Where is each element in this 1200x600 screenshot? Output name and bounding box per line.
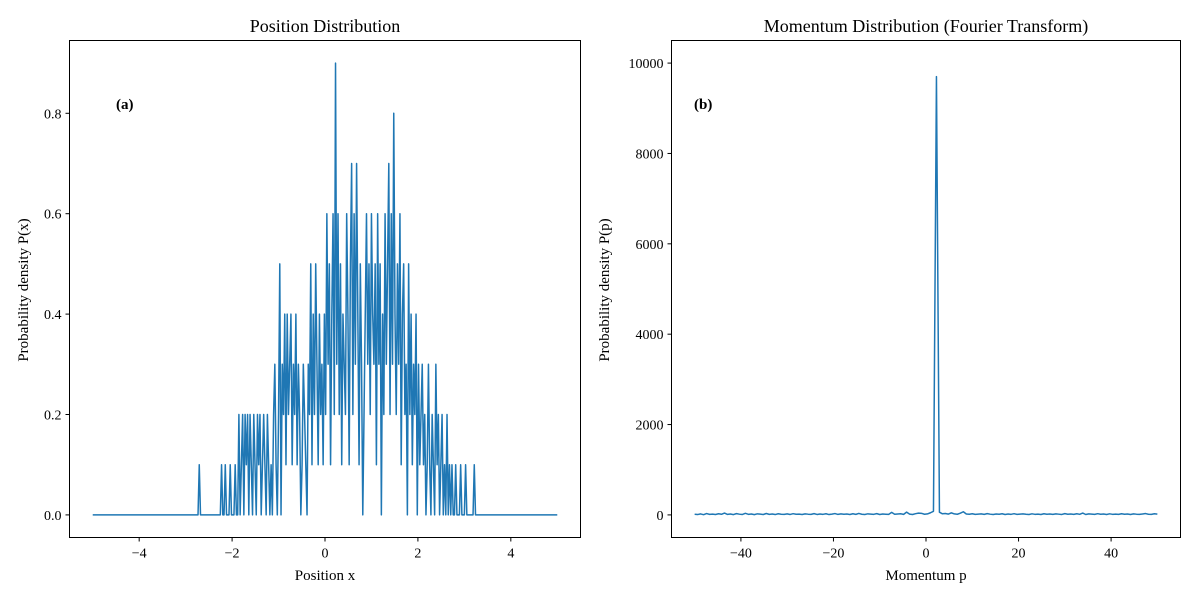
y-tick-label: 2000 [636, 419, 664, 434]
y-tick-label: 4000 [636, 328, 664, 343]
axis-ticks-position: −4 −2 0 2 4 0.0 0.2 0.4 0.6 0.8 [44, 107, 514, 561]
x-tick-label: 0 [923, 547, 930, 562]
x-tick-label: 2 [414, 547, 421, 562]
y-tick-label: 0 [657, 509, 664, 524]
chart-title-momentum: Momentum Distribution (Fourier Transform… [764, 16, 1089, 37]
y-tick-label: 6000 [636, 238, 664, 253]
panel-label-b: (b) [694, 97, 712, 113]
y-tick-label: 0.6 [44, 208, 62, 223]
y-tick-label: 0.8 [44, 107, 62, 122]
x-axis-label-momentum: Momentum p [885, 568, 966, 584]
series-line-momentum [694, 75, 1158, 516]
x-tick-label: 20 [1012, 547, 1026, 562]
panel-label-a: (a) [116, 97, 134, 113]
y-tick-label: 0.0 [44, 509, 62, 524]
axes-frame-position [69, 40, 581, 538]
series-line-position [92, 62, 558, 516]
y-tick-label: 0.4 [44, 308, 62, 323]
position-chart: Position Distribution Position x Probabi… [16, 16, 581, 584]
x-axis-label-position: Position x [295, 568, 356, 584]
x-tick-label: 4 [507, 547, 514, 562]
y-tick-label: 8000 [636, 147, 664, 162]
x-tick-label: 0 [322, 547, 329, 562]
x-tick-label: −20 [823, 547, 845, 562]
x-tick-label: −2 [225, 547, 240, 562]
momentum-chart: Momentum Distribution (Fourier Transform… [597, 16, 1181, 584]
y-tick-label: 0.2 [44, 409, 62, 424]
chart-title-position: Position Distribution [250, 16, 401, 36]
x-tick-label: −4 [132, 547, 147, 562]
axes-frame-momentum [671, 40, 1181, 538]
y-tick-label: 10000 [629, 57, 664, 72]
y-axis-label-momentum: Probability density P(p) [597, 218, 613, 361]
y-axis-label-position: Probability density P(x) [16, 218, 32, 361]
x-tick-label: 40 [1104, 547, 1118, 562]
axis-ticks-momentum: −40 −20 0 20 40 0 2000 4000 6000 8000 10000 [629, 57, 1119, 561]
x-tick-label: −40 [730, 547, 752, 562]
